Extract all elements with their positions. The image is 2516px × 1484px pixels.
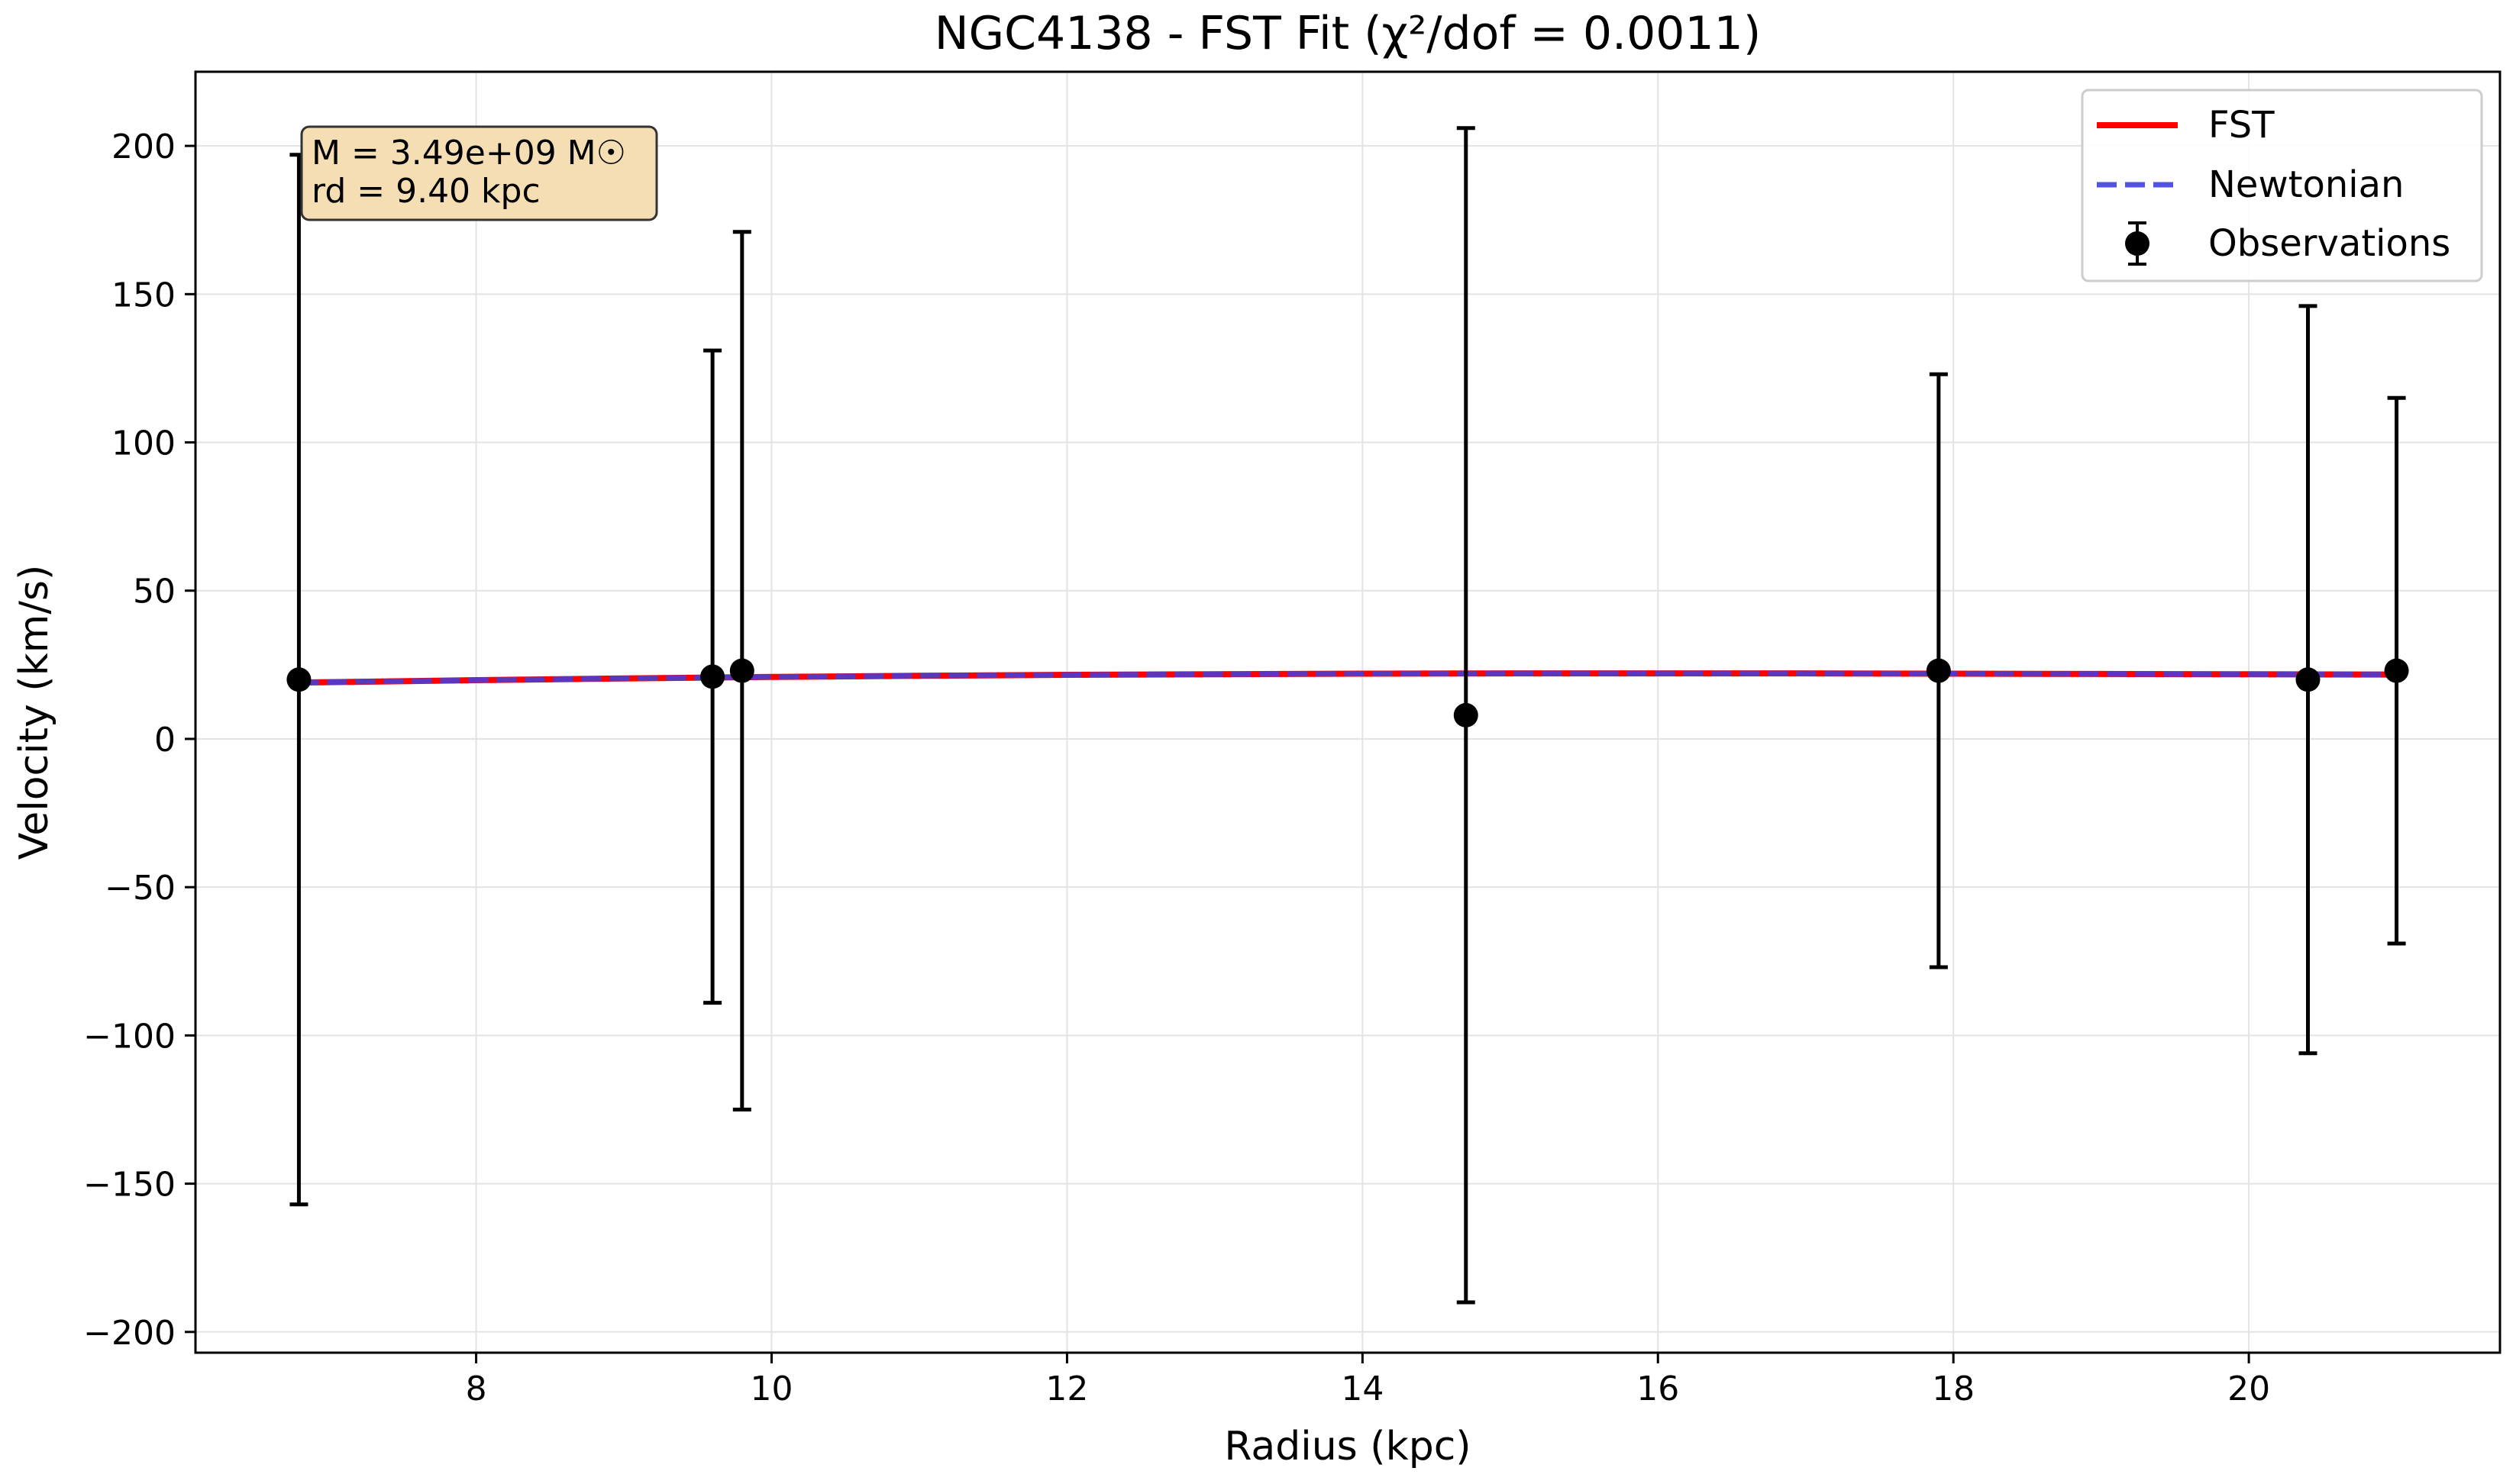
x-tick-label: 8 [466,1369,487,1408]
annotation-background [300,125,658,221]
legend-label-observations: Observations [2208,222,2450,265]
y-tick-label: −50 [105,869,176,908]
observation-point [286,667,312,692]
observation-point [1453,702,1478,727]
y-tick-label: −100 [83,1017,176,1056]
x-axis-label: Radius (kpc) [1224,1424,1471,1469]
x-tick-label: 14 [1341,1369,1384,1408]
y-tick-label: 100 [111,424,176,463]
y-tick-label: 150 [111,276,176,315]
observation-point [700,664,725,689]
legend-swatch-observations-marker [2125,231,2149,256]
legend-label-fst: FST [2208,104,2275,147]
annotation-box: M = 3.49e+09 M☉ rd = 9.40 kpc [300,125,658,221]
x-tick-label: 16 [1636,1369,1679,1408]
x-tick-label: 12 [1045,1369,1088,1408]
y-tick-label: −150 [83,1166,176,1205]
y-tick-label: 0 [154,721,176,760]
y-axis-ticks: −200 −150 −100 −50 0 50 100 150 200 [83,127,195,1353]
observation-point [2384,658,2409,683]
chart-title: NGC4138 - FST Fit (χ²/dof = 0.0011) [935,7,1761,60]
series-line-newtonian [299,670,2397,686]
y-tick-label: −200 [83,1314,176,1353]
observation-point [2295,667,2321,692]
annotation-rd: rd = 9.40 kpc [312,172,541,211]
y-tick-label: 50 [133,573,176,611]
x-tick-label: 20 [2227,1369,2270,1408]
legend-frame [2081,89,2483,282]
x-tick-label: 10 [751,1369,793,1408]
annotation-mass: M = 3.49e+09 M☉ [312,134,626,173]
x-axis-ticks: 8 10 12 14 16 18 20 [466,1353,2270,1408]
y-tick-label: 200 [111,127,176,166]
y-axis-label: Velocity (km/s) [11,565,57,860]
legend: FST Newtonian Observations [2081,89,2483,282]
legend-label-newtonian: Newtonian [2208,163,2404,206]
x-tick-label: 18 [1932,1369,1975,1408]
observation-point [1926,658,1951,683]
grid [195,72,2500,1353]
observation-point [729,658,754,683]
plot-series [286,126,2409,1305]
plot-frame [194,70,2501,1354]
